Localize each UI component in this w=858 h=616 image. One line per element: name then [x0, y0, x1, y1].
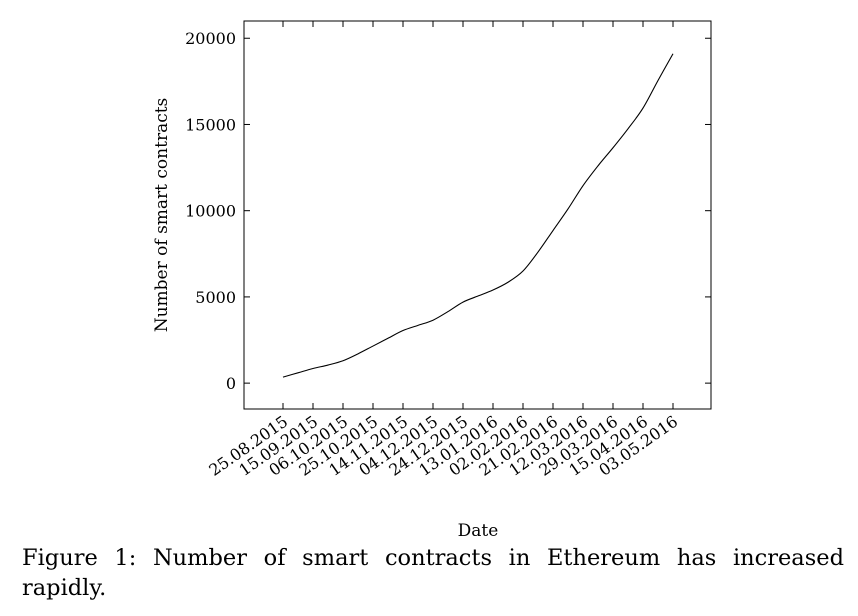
y-tick-label: 0: [226, 374, 236, 393]
figure-caption: Figure 1: Number of smart contracts in E…: [22, 545, 844, 601]
line-chart: 0 5000 10000 15000 20000 25.08.201515.09.201…: [152, 20, 712, 540]
y-tick-label: 5000: [195, 288, 236, 307]
x-axis-label: Date: [458, 521, 499, 540]
y-tick-label: 10000: [185, 202, 236, 221]
y-axis: 0 5000 10000 15000 20000: [185, 29, 711, 393]
y-axis-label: Number of smart contracts: [152, 98, 172, 333]
series-line: [282, 53, 674, 378]
plot-frame: [243, 20, 712, 410]
y-tick-label: 20000: [185, 29, 236, 48]
y-tick-label: 15000: [185, 115, 236, 134]
x-axis: 25.08.201515.09.201506.10.201525.10.2015…: [205, 21, 681, 480]
